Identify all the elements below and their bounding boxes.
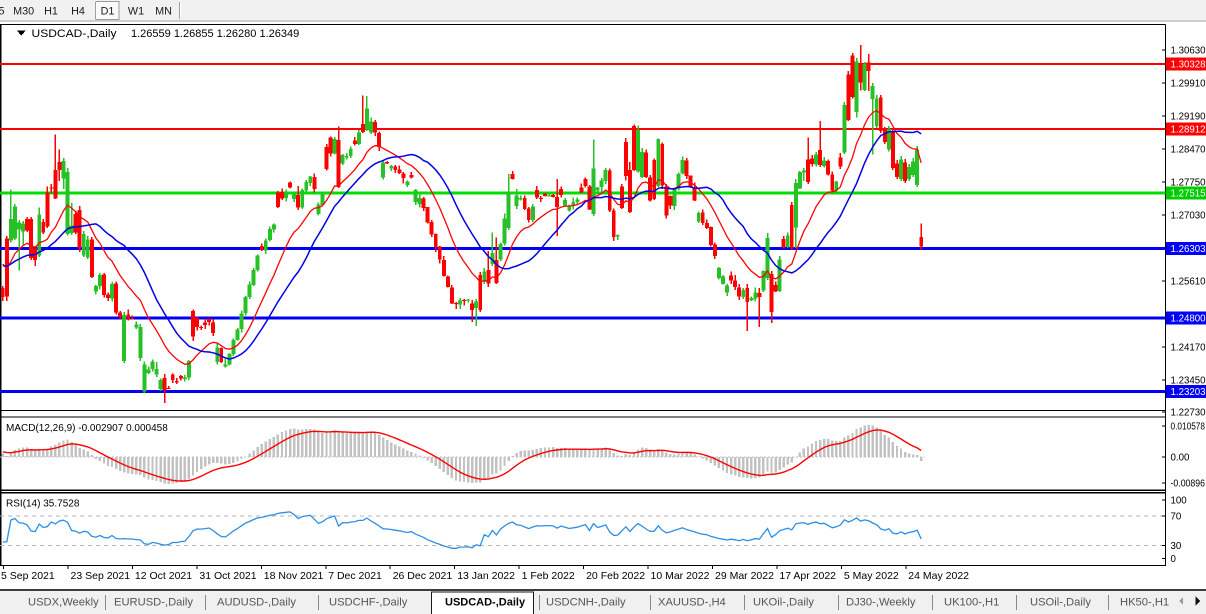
svg-text:H1: H1: [44, 6, 58, 18]
svg-text:RSI(14) 35.7528: RSI(14) 35.7528: [6, 499, 80, 510]
svg-text:HK50-,H1: HK50-,H1: [1120, 597, 1169, 609]
svg-text:1.27515: 1.27515: [1171, 189, 1206, 200]
svg-text:7 Dec 2021: 7 Dec 2021: [328, 570, 382, 582]
svg-text:M15: M15: [0, 6, 5, 18]
svg-text:-0.00896: -0.00896: [1171, 479, 1206, 490]
svg-text:0.00: 0.00: [1171, 453, 1190, 464]
svg-text:USDX,Weekly: USDX,Weekly: [28, 597, 99, 609]
svg-text:1.30328: 1.30328: [1171, 60, 1206, 71]
svg-text:5 May 2022: 5 May 2022: [844, 570, 899, 582]
svg-text:1.27030: 1.27030: [1171, 211, 1206, 222]
svg-text:30: 30: [1171, 541, 1182, 552]
svg-text:1.30630: 1.30630: [1171, 46, 1206, 57]
svg-text:1.23203: 1.23203: [1171, 387, 1206, 398]
svg-text:1.23450: 1.23450: [1171, 376, 1206, 387]
svg-text:H4: H4: [71, 6, 85, 18]
svg-text:1.26303: 1.26303: [1171, 244, 1206, 255]
svg-text:1 Feb 2022: 1 Feb 2022: [522, 570, 575, 582]
svg-text:100: 100: [1171, 496, 1188, 507]
svg-text:18 Nov 2021: 18 Nov 2021: [264, 570, 324, 582]
svg-text:1.27750: 1.27750: [1171, 178, 1206, 189]
svg-text:EURUSD-,Daily: EURUSD-,Daily: [114, 597, 193, 609]
svg-text:1.24170: 1.24170: [1171, 343, 1206, 354]
svg-text:12 Oct 2021: 12 Oct 2021: [135, 570, 192, 582]
svg-text:31 Oct 2021: 31 Oct 2021: [199, 570, 256, 582]
svg-text:1.26559 1.26855 1.26280 1.2634: 1.26559 1.26855 1.26280 1.26349: [131, 28, 299, 40]
svg-text:XAUUSD-,H4: XAUUSD-,H4: [658, 597, 726, 609]
svg-text:D1: D1: [101, 6, 115, 18]
svg-text:USDCHF-,Daily: USDCHF-,Daily: [329, 597, 408, 609]
svg-text:USDCNH-,Daily: USDCNH-,Daily: [546, 597, 626, 609]
svg-text:1.22730: 1.22730: [1171, 408, 1206, 419]
svg-text:70: 70: [1171, 512, 1182, 523]
svg-text:W1: W1: [128, 6, 144, 18]
svg-text:10 Mar 2022: 10 Mar 2022: [651, 570, 710, 582]
svg-text:1.29190: 1.29190: [1171, 112, 1206, 123]
svg-text:DJ30-,Weekly: DJ30-,Weekly: [846, 597, 916, 609]
svg-text:M30: M30: [13, 6, 34, 18]
svg-text:1.24800: 1.24800: [1171, 314, 1206, 325]
svg-text:29 Mar 2022: 29 Mar 2022: [715, 570, 774, 582]
svg-text:1.25610: 1.25610: [1171, 277, 1206, 288]
svg-text:MACD(12,26,9) -0.002907 0.0004: MACD(12,26,9) -0.002907 0.000458: [6, 423, 168, 434]
svg-text:USDCAD-,Daily: USDCAD-,Daily: [32, 28, 118, 40]
svg-text:0.010578: 0.010578: [1171, 422, 1206, 433]
svg-text:26 Dec 2021: 26 Dec 2021: [393, 570, 453, 582]
svg-text:24 May 2022: 24 May 2022: [908, 570, 969, 582]
svg-text:23 Sep 2021: 23 Sep 2021: [71, 570, 131, 582]
svg-text:0: 0: [1171, 554, 1177, 565]
svg-text:1.29910: 1.29910: [1171, 79, 1206, 90]
svg-text:USOil-,Daily: USOil-,Daily: [1030, 597, 1091, 609]
svg-text:1.28470: 1.28470: [1171, 145, 1206, 156]
svg-text:1.28912: 1.28912: [1171, 125, 1206, 136]
svg-text:13 Jan 2022: 13 Jan 2022: [457, 570, 515, 582]
svg-text:USDCAD-,Daily: USDCAD-,Daily: [445, 597, 526, 609]
svg-text:AUDUSD-,Daily: AUDUSD-,Daily: [217, 597, 296, 609]
svg-text:17 Apr 2022: 17 Apr 2022: [779, 570, 836, 582]
svg-text:5 Sep 2021: 5 Sep 2021: [1, 570, 55, 582]
svg-text:UK100-,H1: UK100-,H1: [944, 597, 999, 609]
svg-text:UKOil-,Daily: UKOil-,Daily: [753, 597, 814, 609]
svg-text:MN: MN: [155, 6, 172, 18]
svg-text:20 Feb 2022: 20 Feb 2022: [586, 570, 645, 582]
